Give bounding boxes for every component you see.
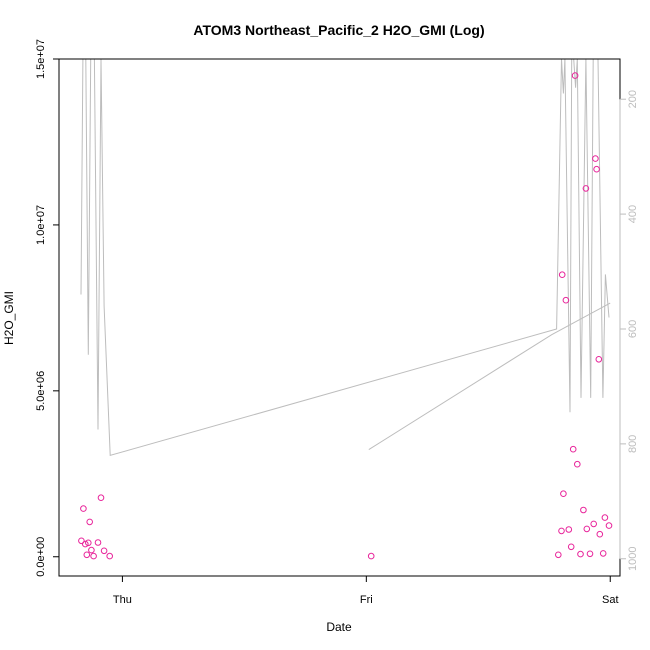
y2-tick-label-600: 600 <box>627 320 639 338</box>
x-axis: Thu Fri Sat <box>113 575 619 606</box>
y2-tick-label-1000: 1000 <box>627 547 639 571</box>
data-point-23 <box>574 460 581 468</box>
data-point-32 <box>595 356 603 363</box>
data-point-31 <box>593 165 600 173</box>
data-point-28 <box>586 550 594 558</box>
data-point-26 <box>582 185 590 192</box>
data-point-2 <box>80 505 87 512</box>
data-point-10 <box>97 494 105 502</box>
chart-title: ATOM3 Northeast_Pacific_2 H2O_GMI (Log) <box>193 22 484 38</box>
y2-tick-label-800: 800 <box>627 435 639 453</box>
data-point-5 <box>85 539 92 547</box>
data-point-9 <box>94 539 102 546</box>
data-point-14 <box>555 551 562 559</box>
x-tick-label-sat: Sat <box>602 594 619 606</box>
data-point-29 <box>590 520 598 528</box>
data-points <box>78 72 613 560</box>
y2-tick-label-200: 200 <box>627 90 639 108</box>
data-point-35 <box>601 514 609 521</box>
data-point-18 <box>562 296 570 304</box>
data-point-30 <box>592 155 599 162</box>
data-point-11 <box>100 547 108 555</box>
data-point-20 <box>567 543 575 551</box>
y-tick-label-1: 5.0e+06 <box>35 371 47 411</box>
x-tick-label-thu: Thu <box>113 594 132 606</box>
data-point-36 <box>605 522 613 529</box>
y2-axis: 200 400 600 800 1000 <box>619 90 639 571</box>
x-axis-label: Date <box>326 620 352 634</box>
y2-tick-label-400: 400 <box>627 205 639 223</box>
data-point-1 <box>78 537 85 545</box>
y-tick-label-0: 0.0e+00 <box>35 537 47 577</box>
y-axis: 0.0e+00 5.0e+06 1.0e+07 1.5e+07 <box>35 39 60 577</box>
data-point-25 <box>580 506 587 514</box>
y-tick-label-3: 1.5e+07 <box>35 39 47 79</box>
data-point-24 <box>577 550 584 558</box>
data-point-4 <box>83 551 91 559</box>
data-point-12 <box>106 552 113 560</box>
data-point-33 <box>596 530 604 538</box>
y-axis-label: H2O_GMI <box>2 291 16 345</box>
data-point-34 <box>599 550 607 557</box>
x-tick-label-fri: Fri <box>360 594 373 606</box>
data-point-21 <box>569 445 577 453</box>
data-point-7 <box>88 546 95 554</box>
y-tick-label-2: 1.0e+07 <box>35 205 47 245</box>
data-point-17 <box>560 490 567 498</box>
data-point-13 <box>367 552 375 560</box>
data-point-6 <box>86 518 93 526</box>
data-point-3 <box>82 540 89 548</box>
pressure-line-2 <box>368 302 611 451</box>
data-point-27 <box>583 525 591 533</box>
data-point-22 <box>571 72 579 79</box>
data-point-8 <box>90 552 97 560</box>
data-point-16 <box>558 271 566 279</box>
data-point-15 <box>558 527 565 535</box>
data-point-19 <box>565 526 573 533</box>
